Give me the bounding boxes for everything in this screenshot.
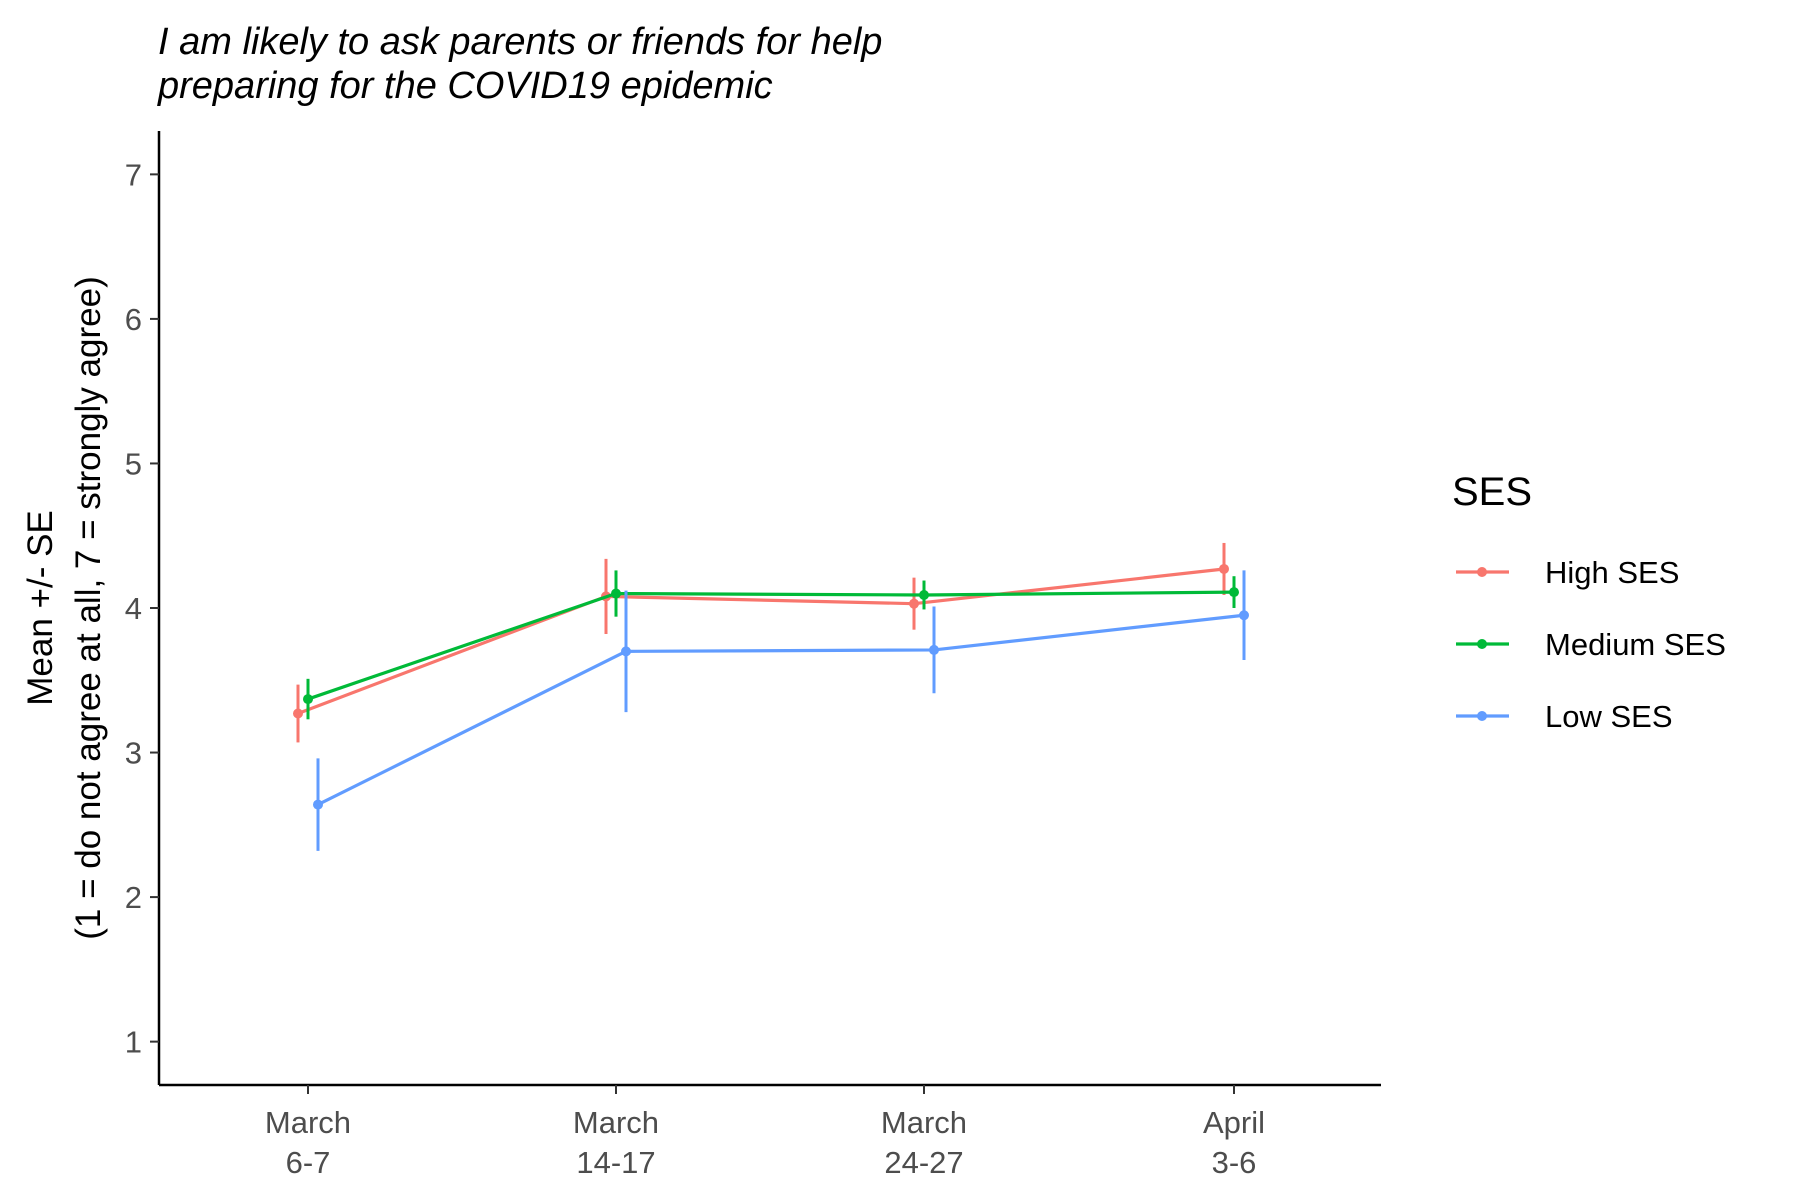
data-point-high-ses [293,708,303,719]
legend-key-point [1477,567,1487,577]
legend-key-point [1477,711,1487,721]
data-point-high-ses [909,598,919,609]
plot-series [293,542,1249,851]
y-axis-title-line-2: (1 = do not agree at all, 7 = strongly a… [69,276,108,939]
data-point-medium-ses [919,589,929,600]
data-point-medium-ses [611,588,621,599]
legend-item-high-ses: High SES [1456,555,1679,590]
series-high-ses [293,542,1229,743]
y-tick-label: 4 [125,591,142,626]
legend-label: High SES [1545,555,1679,590]
y-axis: 1 2 3 4 5 6 7 [125,131,161,1085]
y-tick-label: 6 [125,302,142,337]
data-point-low-ses [929,644,939,655]
x-tick-label: March [881,1105,967,1140]
legend-items: High SES Medium SES Low SES [1456,555,1726,734]
series-line-medium-ses [307,590,1235,701]
series-line-low-ses [317,613,1245,807]
series-low-ses [313,570,1249,851]
legend: SES High SES Medium SES Low SES [1452,470,1726,734]
y-tick-label: 5 [125,446,142,481]
legend-item-low-ses: Low SES [1456,699,1673,734]
data-point-medium-ses [303,694,313,705]
legend-label: Low SES [1545,699,1673,734]
x-tick-label: March [573,1105,659,1140]
y-tick-label: 7 [125,157,142,192]
y-axis-title-line-1: Mean +/- SE [21,510,60,706]
x-axis: March 6-7 March 14-17 March 24-27 April 3-6 [159,1083,1381,1180]
x-tick-label: 3-6 [1212,1145,1257,1180]
legend-label: Medium SES [1545,627,1726,662]
legend-key-point [1477,639,1487,649]
x-tick-label: 14-17 [576,1145,655,1180]
legend-title: SES [1452,470,1532,514]
series-medium-ses [303,570,1239,720]
chart-title-line-1: I am likely to ask parents or friends fo… [158,21,882,63]
chart-title: I am likely to ask parents or friends fo… [157,21,882,107]
x-tick-label: 6-7 [286,1145,331,1180]
x-tick-label: March [265,1105,351,1140]
data-point-low-ses [621,646,631,657]
data-point-low-ses [1239,610,1249,621]
y-tick-label: 3 [125,736,142,771]
data-point-low-ses [313,799,323,810]
y-axis-title: Mean +/- SE (1 = do not agree at all, 7 … [21,276,108,939]
data-point-high-ses [1219,563,1229,574]
data-point-medium-ses [1229,587,1239,598]
x-tick-label: April [1203,1105,1265,1140]
series-line-high-ses [297,567,1225,716]
y-tick-label: 2 [125,880,142,915]
x-tick-label: 24-27 [884,1145,963,1180]
legend-item-medium-ses: Medium SES [1456,627,1726,662]
chart-title-line-2: preparing for the COVID19 epidemic [157,65,773,107]
y-tick-label: 1 [125,1025,142,1060]
